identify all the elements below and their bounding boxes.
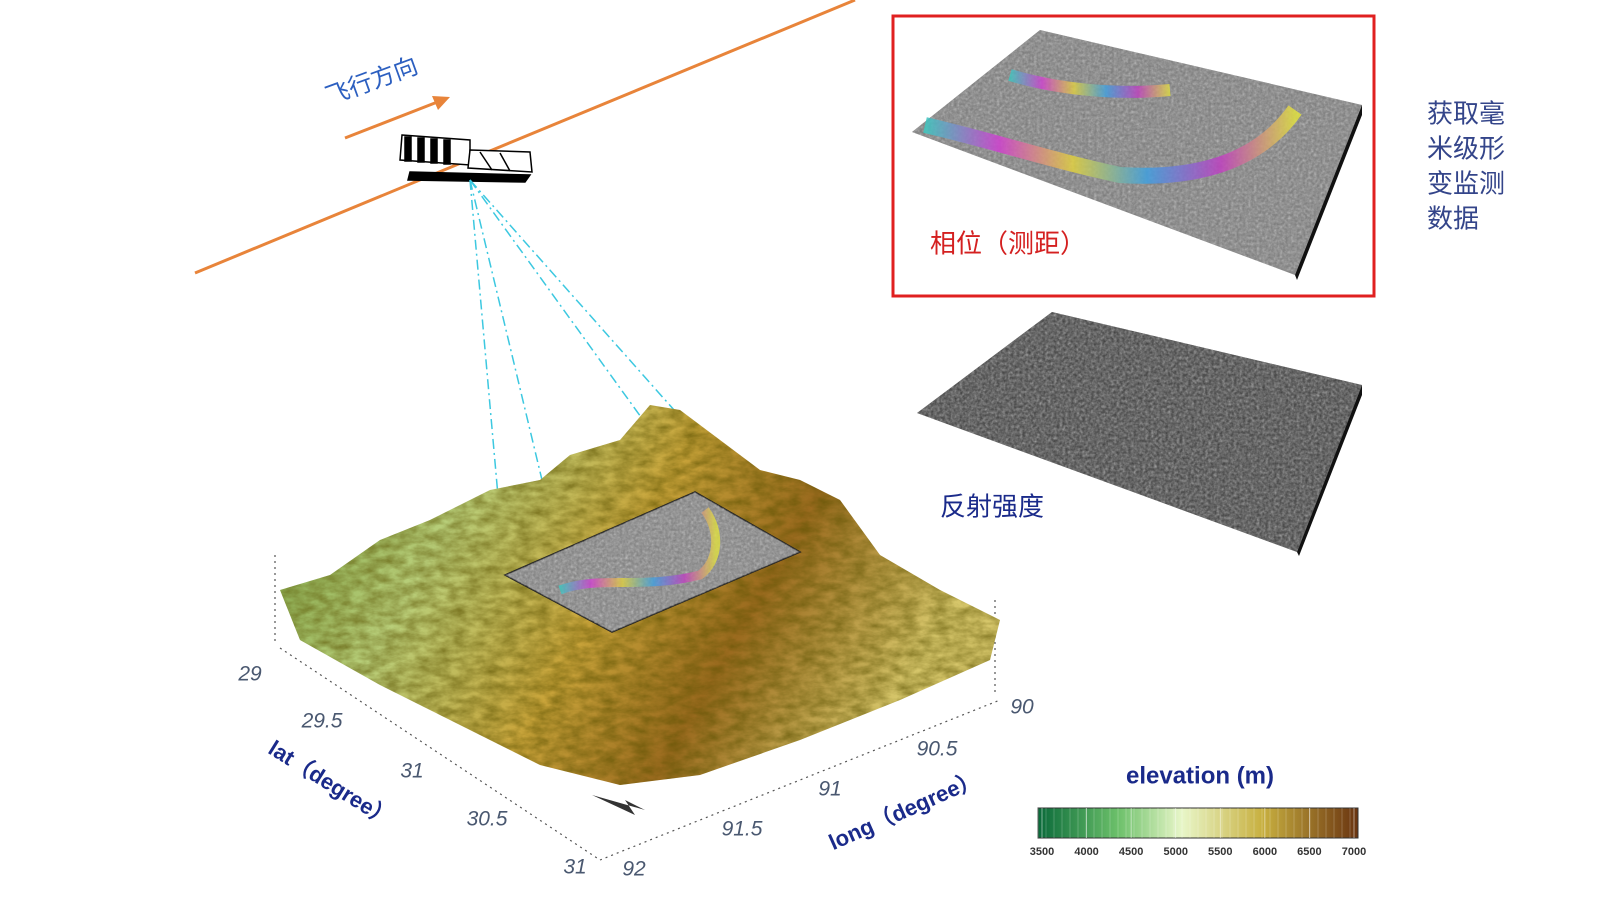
axes-box	[274, 555, 1001, 861]
long-tick-label: 91.5	[722, 818, 763, 841]
colorbar-tick-label: 5000	[1163, 846, 1187, 858]
colorbar	[1037, 807, 1359, 839]
intensity-image	[917, 312, 1362, 556]
long-tick-label: 92	[622, 858, 646, 881]
colorbar-tick-label: 4000	[1074, 846, 1098, 858]
colorbar-title: elevation (m)	[1126, 762, 1274, 789]
lat-tick-label: 29	[237, 663, 262, 686]
lat-tick-label: 31	[563, 856, 586, 879]
colorbar-tick-label: 4500	[1119, 846, 1143, 858]
satellite	[399, 134, 533, 183]
long-tick-label: 91	[818, 778, 841, 801]
lat-tick-label: 30.5	[467, 808, 508, 831]
lat-tick-label: 31	[400, 760, 423, 783]
long-tick-label: 90	[1010, 696, 1034, 719]
terrain	[280, 405, 1000, 785]
arrow-head	[432, 96, 450, 110]
colorbar-tick-label: 5500	[1208, 846, 1232, 858]
long-axis-label: long（degree）	[825, 766, 984, 855]
colorbar-tick-label: 3500	[1030, 846, 1054, 858]
colorbar-tick-label: 6500	[1297, 846, 1321, 858]
flight-track	[194, 0, 856, 275]
phase-label: 相位（测距）	[930, 230, 1086, 260]
flight-direction: 飞行方向	[322, 51, 422, 110]
lat-axis-label: lat（degree）	[264, 735, 398, 831]
long-tick-label: 90.5	[917, 738, 958, 761]
side-note: 获取毫	[1427, 100, 1505, 130]
lat-tick-label: 29.5	[301, 710, 343, 733]
side-note: 米级形	[1427, 135, 1505, 165]
colorbar-tick-label: 7000	[1342, 846, 1366, 858]
side-note: 数据	[1427, 205, 1479, 235]
compass	[592, 795, 645, 815]
intensity-label: 反射强度	[940, 493, 1044, 523]
phase-image	[912, 30, 1362, 280]
side-note: 变监测	[1427, 170, 1505, 200]
highlight-box	[891, 14, 1376, 298]
colorbar-tick-label: 6000	[1253, 846, 1277, 858]
direction-arrow	[344, 99, 441, 140]
